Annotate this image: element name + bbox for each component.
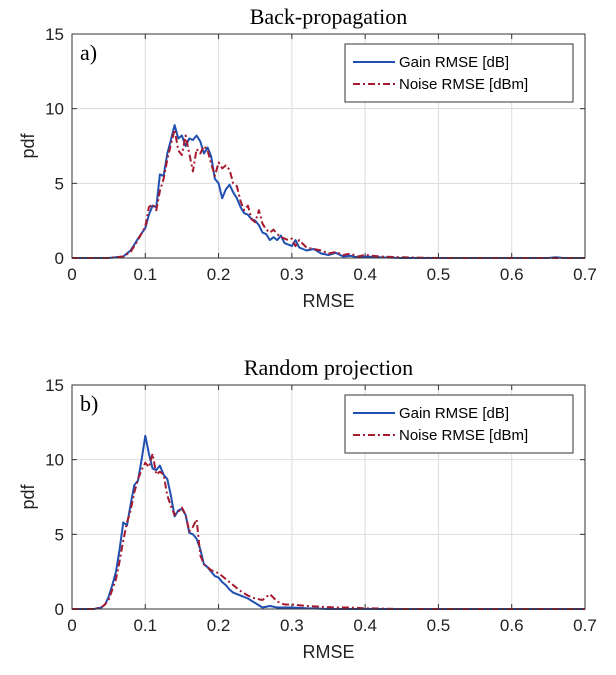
chart-title: Random projection	[244, 355, 413, 380]
legend: Gain RMSE [dB] Noise RMSE [dBm]	[344, 394, 574, 454]
y-tick-label: 0	[55, 249, 64, 268]
legend-box	[344, 394, 574, 454]
legend: Gain RMSE [dB] Noise RMSE [dBm]	[344, 43, 574, 103]
y-tick-label: 10	[45, 451, 64, 470]
series-line-1	[72, 452, 585, 610]
y-tick-label: 10	[45, 100, 64, 119]
y-tick-label: 5	[55, 525, 64, 544]
x-axis-label: RMSE	[302, 642, 354, 662]
x-tick-label: 0.1	[133, 265, 157, 284]
x-tick-label: 0.6	[500, 265, 524, 284]
x-tick-label: 0	[67, 616, 76, 635]
panel-label: b)	[80, 391, 98, 416]
x-tick-label: 0.1	[133, 616, 157, 635]
axes-box	[71, 384, 586, 610]
legend-label-1: Noise RMSE [dBm]	[399, 76, 528, 93]
y-tick-label: 15	[45, 376, 64, 395]
x-tick-label: 0.5	[427, 265, 451, 284]
legend-label-1: Noise RMSE [dBm]	[399, 427, 528, 444]
x-tick-label: 0	[67, 265, 76, 284]
x-tick-label: 0.2	[207, 265, 231, 284]
y-tick-label: 15	[45, 25, 64, 44]
y-axis-label: pdf	[18, 132, 38, 158]
legend-box	[344, 43, 574, 103]
chart-panel-0: 0 0.1 0.2 0.3 0.4 0.5 0.6 0.7 0 5 10 15 Back-propaga…	[18, 4, 597, 311]
series-line-0	[72, 434, 585, 610]
x-axis-label: RMSE	[302, 291, 354, 311]
y-tick-label: 5	[55, 174, 64, 193]
x-tick-label: 0.7	[573, 265, 597, 284]
axes-box	[71, 33, 586, 259]
x-tick-label: 0.3	[280, 265, 304, 284]
x-tick-label: 0.4	[353, 616, 377, 635]
panel-label: a)	[80, 40, 97, 65]
chart-panel-1: 0 0.1 0.2 0.3 0.4 0.5 0.6 0.7 0 5 10 15 Random proje…	[18, 355, 597, 662]
y-tick-label: 0	[55, 600, 64, 619]
series-line-1	[72, 128, 585, 259]
x-tick-label: 0.2	[207, 616, 231, 635]
x-tick-label: 0.6	[500, 616, 524, 635]
x-tick-label: 0.4	[353, 265, 377, 284]
x-tick-label: 0.7	[573, 616, 597, 635]
legend-label-0: Gain RMSE [dB]	[399, 405, 509, 422]
chart-title: Back-propagation	[250, 4, 408, 29]
legend-label-0: Gain RMSE [dB]	[399, 54, 509, 71]
x-tick-label: 0.3	[280, 616, 304, 635]
x-tick-label: 0.5	[427, 616, 451, 635]
y-axis-label: pdf	[18, 483, 38, 509]
